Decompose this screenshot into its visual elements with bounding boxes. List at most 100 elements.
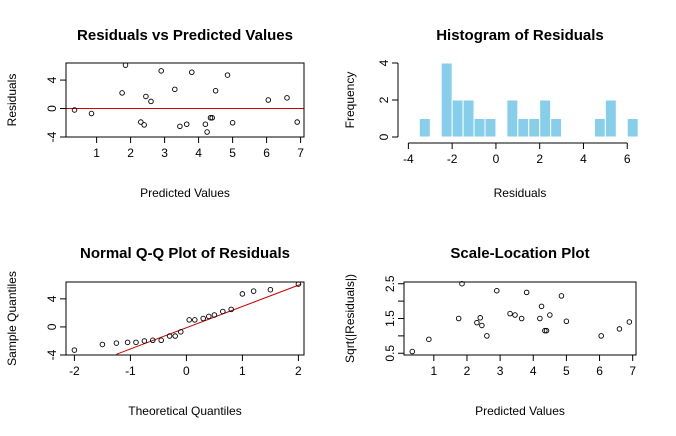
histogram-residuals-title: Histogram of Residuals	[436, 27, 604, 44]
normal-qq-point	[113, 340, 120, 346]
normal-qq-x-tick-label: 2	[295, 364, 302, 378]
histogram-residuals-x-tick-label: 4	[580, 152, 587, 166]
histogram-residuals-bar	[440, 62, 453, 138]
normal-qq-point	[211, 312, 218, 318]
scale-location-y-tick-label: 2.5	[383, 275, 397, 292]
normal-qq-plot-frame	[65, 281, 305, 356]
scale-location-point	[512, 312, 518, 318]
histogram-residuals-bar	[462, 99, 475, 138]
histogram-residuals-y-axis-label: Frequency	[343, 72, 357, 129]
scale-location-y-tick-label: 0.5	[383, 345, 397, 362]
residuals-vs-predicted-point	[224, 72, 231, 78]
scale-location-point	[477, 315, 483, 321]
histogram-residuals-x-tick-label: 6	[624, 152, 631, 166]
normal-qq-point	[99, 341, 106, 348]
histogram-residuals-bar	[517, 118, 530, 138]
histogram-residuals-y-tick-label: 4	[377, 59, 391, 66]
scale-location-point	[547, 312, 553, 318]
scale-location-x-tick-label: 5	[563, 364, 570, 378]
histogram-residuals-bar	[626, 118, 639, 138]
histogram-residuals-bar	[484, 118, 497, 138]
residuals-vs-predicted-point	[148, 98, 154, 105]
histogram-residuals-bar	[604, 99, 617, 138]
histogram-residuals-panel: Histogram of Residuals Residuals Frequency…	[343, 27, 639, 200]
histogram-residuals-y-tick-label: 0	[377, 133, 391, 140]
histogram-residuals-bar	[451, 99, 464, 138]
scale-location-point	[455, 315, 462, 322]
residuals-vs-predicted-point	[204, 129, 210, 135]
normal-qq-point	[150, 337, 156, 344]
normal-qq-x-axis-label: Theoretical Quantiles	[128, 404, 241, 418]
residuals-vs-predicted-panel: Residuals vs Predicted Values Predicted V…	[5, 27, 305, 200]
normal-qq-point	[141, 338, 148, 344]
scale-location-y-axis-label: Sqrt(|Residuals|)	[343, 274, 357, 363]
scale-location-point	[474, 319, 480, 326]
normal-qq-point	[158, 337, 164, 344]
scale-location-point	[542, 327, 548, 334]
scale-location-point	[518, 315, 525, 322]
residuals-vs-predicted-point	[88, 110, 95, 117]
histogram-residuals-bar	[550, 118, 563, 138]
scale-location-panel: Scale-Location Plot Predicted Values Sqrt(…	[343, 245, 637, 418]
residuals-vs-predicted-point	[207, 115, 214, 121]
normal-qq-point	[206, 313, 212, 320]
normal-qq-reference-line	[116, 283, 302, 355]
normal-qq-x-tick-label: -1	[125, 364, 136, 378]
residuals-vs-predicted-x-tick-label: 7	[297, 146, 304, 160]
residuals-vs-predicted-x-tick-label: 5	[229, 146, 236, 160]
normal-qq-point	[133, 339, 139, 346]
normal-qq-point	[267, 286, 274, 293]
residuals-vs-predicted-point	[177, 123, 183, 130]
scale-location-point	[494, 287, 500, 294]
residuals-vs-predicted-point	[294, 119, 300, 125]
scale-location-point	[507, 310, 513, 317]
residuals-vs-predicted-point	[141, 122, 147, 128]
histogram-residuals-bar	[506, 99, 519, 138]
scale-location-plot-frame	[403, 281, 637, 356]
residuals-vs-predicted-point	[183, 121, 190, 127]
residuals-vs-predicted-point	[202, 121, 209, 127]
residuals-vs-predicted-point	[158, 68, 164, 74]
histogram-residuals-bar	[473, 118, 486, 138]
histogram-residuals-bar	[593, 118, 606, 138]
scale-location-point	[543, 327, 550, 334]
histogram-residuals-y-tick-label: 2	[377, 96, 391, 103]
scale-location-point	[459, 280, 465, 287]
normal-qq-point	[239, 291, 246, 297]
scale-location-x-axis-label: Predicted Values	[475, 404, 565, 418]
scale-location-point	[563, 318, 570, 325]
histogram-residuals-x-axis-label: Residuals	[494, 186, 547, 200]
histogram-residuals-x-tick-label: 0	[493, 152, 500, 166]
residuals-vs-predicted-x-tick-label: 2	[127, 146, 134, 160]
residuals-vs-predicted-plot-frame	[65, 62, 305, 138]
histogram-residuals-bar	[418, 118, 431, 138]
normal-qq-y-tick-label: 4	[45, 295, 59, 302]
scale-location-point	[479, 322, 485, 329]
scale-location-x-tick-label: 1	[430, 364, 437, 378]
residuals-vs-predicted-point	[284, 95, 290, 101]
scale-location-point	[598, 333, 604, 339]
residuals-vs-predicted-y-tick-label: 4	[45, 76, 59, 83]
residuals-vs-predicted-point	[189, 69, 195, 75]
residuals-vs-predicted-x-tick-label: 4	[195, 146, 202, 160]
residuals-vs-predicted-point	[229, 120, 236, 126]
scale-location-point	[538, 303, 545, 310]
scale-location-x-tick-label: 3	[497, 364, 504, 378]
normal-qq-y-axis-label: Sample Quantiles	[5, 271, 19, 366]
residuals-vs-predicted-point	[212, 87, 219, 94]
residuals-vs-predicted-point	[71, 107, 78, 113]
scale-location-point	[616, 326, 623, 332]
normal-qq-x-tick-label: 0	[183, 364, 190, 378]
normal-qq-title: Normal Q-Q Plot of Residuals	[80, 245, 290, 262]
normal-qq-x-tick-label: 1	[239, 364, 246, 378]
normal-qq-point	[250, 288, 257, 294]
scale-location-point	[484, 333, 490, 339]
scale-location-x-tick-label: 6	[596, 364, 603, 378]
scale-location-point	[409, 348, 416, 355]
normal-qq-x-tick-label: -2	[69, 364, 80, 378]
scale-location-point	[426, 336, 432, 343]
residuals-vs-predicted-x-tick-label: 3	[161, 146, 168, 160]
histogram-residuals-bar	[528, 118, 541, 138]
scale-location-title: Scale-Location Plot	[450, 245, 589, 262]
